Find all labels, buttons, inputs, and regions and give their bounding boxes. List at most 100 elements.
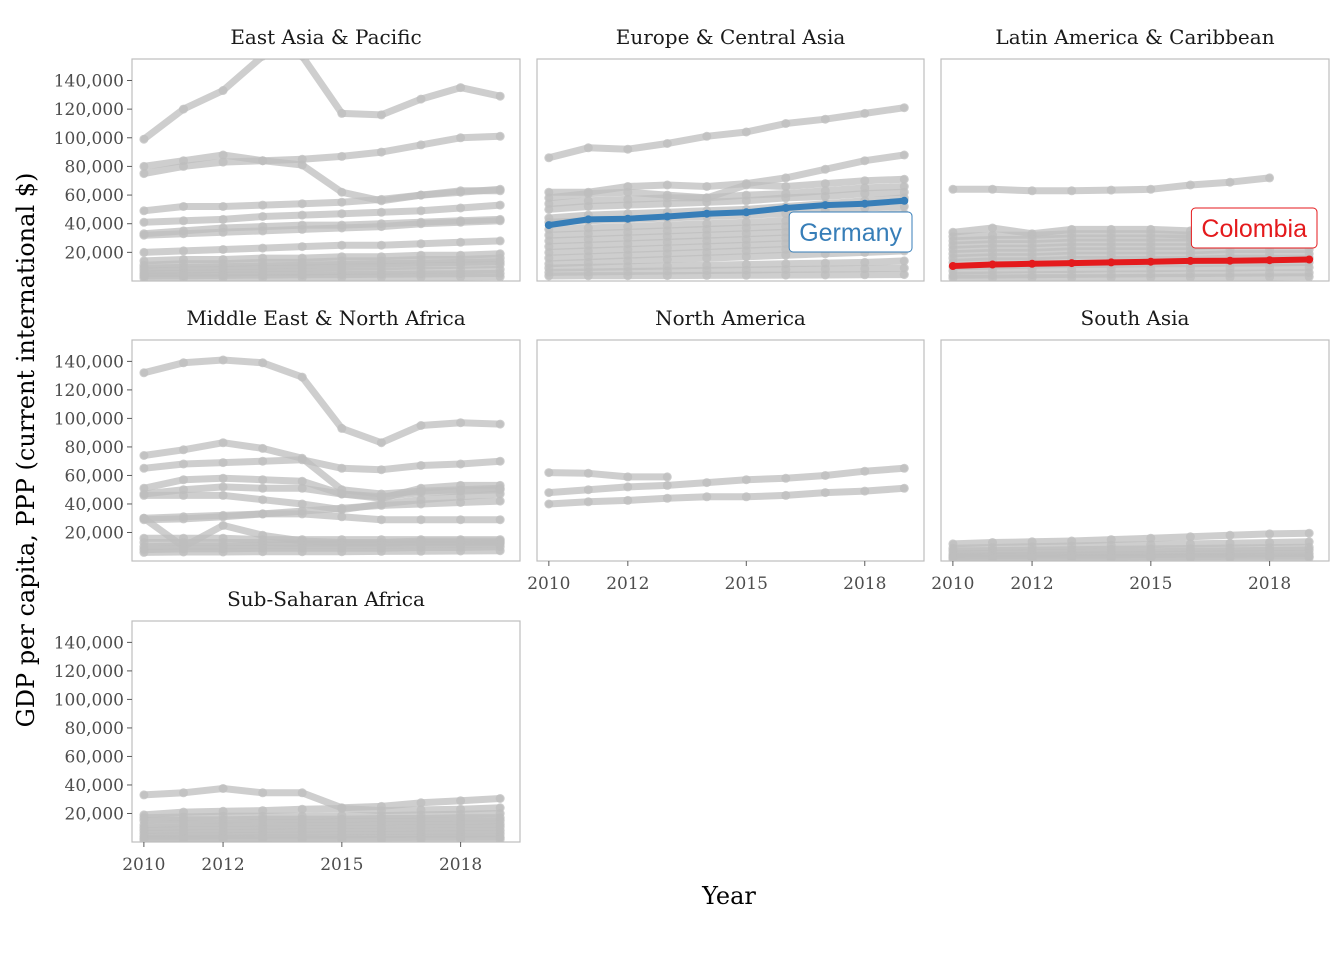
country-series-point <box>218 150 228 160</box>
country-series-point <box>988 273 997 281</box>
country-series-point <box>179 273 188 281</box>
country-series-point <box>218 458 228 468</box>
country-series-point <box>495 91 505 101</box>
highlight-label-text: Germany <box>799 219 902 247</box>
country-series-point <box>337 463 347 473</box>
country-series-point <box>741 252 751 262</box>
country-series-point <box>179 490 188 500</box>
country-series-line <box>140 474 504 502</box>
panel-title: North America <box>655 306 806 330</box>
country-series-point <box>258 475 268 485</box>
series-group <box>139 784 505 842</box>
highlight-germany-point <box>544 221 553 230</box>
country-series-point <box>495 794 505 803</box>
y-tick-label: 140,000 <box>54 633 124 653</box>
country-series-line <box>140 456 504 474</box>
country-series-point <box>820 179 830 189</box>
y-axis: 20,000 40,000 60,000 80,000 100,000 120,000 14… <box>54 633 132 824</box>
country-series-point <box>1067 186 1077 196</box>
country-series-point <box>218 355 228 365</box>
country-series-point <box>416 190 426 200</box>
country-series-point <box>495 131 505 141</box>
x-axis: 2010 2012 2015 2018 <box>122 842 482 875</box>
country-series-point <box>820 488 830 498</box>
country-series-point <box>741 180 751 190</box>
country-series-point <box>1106 185 1116 195</box>
country-series-point <box>218 438 228 448</box>
country-series-point <box>139 161 149 171</box>
highlight-colombia-point <box>1067 259 1076 268</box>
country-series-point <box>1304 528 1314 538</box>
country-series-point <box>1225 177 1235 187</box>
country-series-point <box>416 798 426 808</box>
country-series-point <box>337 272 347 281</box>
country-series-point <box>781 473 791 483</box>
country-series-point <box>456 418 466 428</box>
country-series-line <box>545 175 908 202</box>
y-tick-label: 100,000 <box>54 409 124 429</box>
panel-title: Latin America & Caribbean <box>995 25 1274 49</box>
country-series-point <box>860 156 870 166</box>
country-series-line <box>545 247 908 268</box>
country-series-point <box>297 199 307 209</box>
panel-frame <box>940 339 1330 562</box>
country-series-line <box>949 529 1313 548</box>
country-series-line <box>140 835 504 842</box>
country-series-point <box>662 271 672 281</box>
country-series-point <box>495 496 505 506</box>
country-series-line <box>140 201 504 226</box>
country-series-point <box>139 134 149 144</box>
country-series-point <box>218 482 228 492</box>
country-series-point <box>544 204 554 214</box>
country-series-line <box>140 804 504 819</box>
country-series-point <box>258 156 268 166</box>
country-series-point <box>139 547 149 557</box>
country-series-point <box>456 498 466 507</box>
y-tick-label: 40,000 <box>65 215 124 235</box>
country-series-point <box>1106 273 1116 281</box>
country-series-point <box>337 423 347 433</box>
country-series-point <box>297 804 307 814</box>
country-series-point <box>623 482 633 492</box>
country-series-point <box>218 512 228 522</box>
panel-latin-america-and-caribbean: Latin America & Caribbean Colombia <box>940 25 1330 282</box>
y-tick-label: 80,000 <box>65 157 124 177</box>
country-series-point <box>258 483 268 493</box>
country-series-point <box>623 472 633 482</box>
country-series-point <box>860 486 870 496</box>
country-series-point <box>1067 553 1077 561</box>
country-series-point <box>662 139 672 148</box>
country-series-point <box>781 250 791 260</box>
country-series-line <box>949 554 1313 561</box>
country-series-line <box>140 237 504 256</box>
country-series-point <box>337 512 347 522</box>
country-series-point <box>179 445 188 455</box>
country-series-point <box>139 368 149 378</box>
country-series-point <box>495 419 505 429</box>
country-series-point <box>416 206 426 216</box>
x-tick-label: 2010 <box>527 574 570 594</box>
x-axis: 2010 2012 2015 2018 <box>931 561 1291 594</box>
country-series-point <box>258 273 268 281</box>
country-series-point <box>899 270 909 280</box>
y-axis-title: GDP per capita, PPP (current internation… <box>12 173 40 728</box>
highlight-colombia-point <box>1028 259 1037 268</box>
highlight-label: Colombia <box>1190 207 1318 249</box>
country-series-point <box>662 493 672 503</box>
country-series-point <box>623 144 633 154</box>
country-series-point <box>337 223 347 233</box>
country-series-point <box>376 272 386 281</box>
country-series-point <box>258 509 268 519</box>
y-tick-label: 100,000 <box>54 129 124 149</box>
country-series-point <box>781 270 791 280</box>
country-series-point <box>218 490 228 500</box>
country-series-point <box>337 108 347 118</box>
y-axis: 20,000 40,000 60,000 80,000 100,000 120,000 14… <box>54 71 132 263</box>
panel-title: Middle East & North Africa <box>186 306 465 330</box>
country-series-point <box>948 554 958 561</box>
country-series-point <box>139 835 149 842</box>
country-series-point <box>741 492 751 502</box>
country-series-point <box>495 489 505 499</box>
country-series-point <box>899 483 909 493</box>
country-series-point <box>456 133 466 143</box>
